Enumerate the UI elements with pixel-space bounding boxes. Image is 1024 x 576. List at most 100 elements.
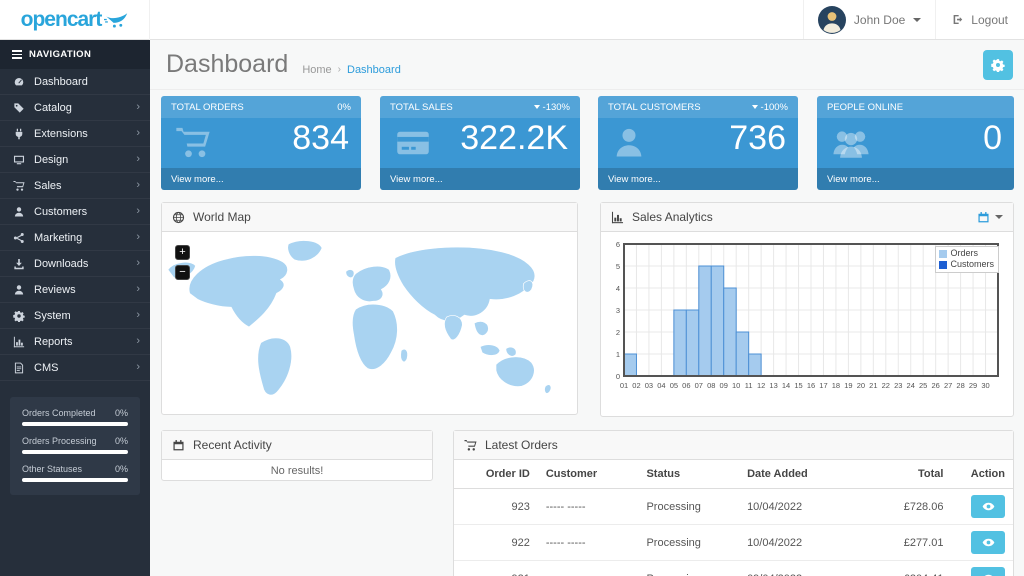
progress-bar: [22, 422, 128, 426]
chevron-right-icon: ›: [136, 310, 140, 321]
progress-bar: [22, 450, 128, 454]
user-menu[interactable]: John Doe: [803, 0, 935, 39]
map-zoom-out-button[interactable]: −: [175, 265, 190, 280]
svg-text:27: 27: [944, 381, 952, 390]
cart-icon: [173, 125, 213, 166]
date-range-dropdown[interactable]: [977, 211, 1003, 224]
chevron-right-icon: ›: [136, 362, 140, 373]
world-map[interactable]: [162, 232, 577, 415]
chevron-right-icon: ›: [136, 154, 140, 165]
svg-text:24: 24: [907, 381, 915, 390]
logout-button[interactable]: Logout: [935, 0, 1024, 39]
tile-value: 736: [729, 119, 786, 158]
view-order-button[interactable]: [971, 531, 1005, 554]
sidebar-item-catalog[interactable]: Catalog ›: [0, 95, 150, 121]
tile-total-orders: TOTAL ORDERS 0% 834 View more...: [161, 96, 361, 190]
chevron-right-icon: ›: [136, 284, 140, 295]
sales-analytics-heading: Sales Analytics: [601, 203, 1013, 232]
main-content: Dashboard Home › Dashboard TOTAL ORDERS …: [150, 40, 1024, 576]
svg-text:28: 28: [956, 381, 964, 390]
sidebar-item-reviews[interactable]: Reviews ›: [0, 277, 150, 303]
stat-label: Other Statuses: [22, 464, 82, 474]
sidebar-item-cms[interactable]: CMS ›: [0, 355, 150, 381]
sidebar-item-label: Marketing: [34, 232, 82, 244]
svg-text:23: 23: [894, 381, 902, 390]
svg-text:01: 01: [620, 381, 628, 390]
user-icon: [610, 125, 648, 166]
svg-text:6: 6: [616, 240, 620, 249]
view-more-link[interactable]: View more...: [161, 168, 361, 190]
settings-button[interactable]: [983, 50, 1013, 80]
order-status: Processing: [638, 561, 739, 576]
stat-value: 0%: [115, 408, 128, 418]
order-id: 923: [454, 489, 538, 525]
header-right: John Doe Logout: [803, 0, 1024, 39]
svg-text:03: 03: [645, 381, 653, 390]
panel-title: World Map: [193, 210, 251, 224]
svg-text:14: 14: [782, 381, 790, 390]
stat-label: Orders Completed: [22, 408, 96, 418]
calendar-icon: [977, 211, 990, 224]
view-more-link[interactable]: View more...: [598, 168, 798, 190]
order-id: 922: [454, 525, 538, 561]
bar-chart-icon: [611, 211, 624, 224]
breadcrumb-home[interactable]: Home: [302, 64, 331, 76]
eye-icon: [982, 572, 995, 576]
sidebar-item-label: Reports: [34, 336, 73, 348]
sidebar-item-reports[interactable]: Reports ›: [0, 329, 150, 355]
customers-legend-swatch: [939, 261, 947, 269]
sidebar-item-extensions[interactable]: Extensions ›: [0, 121, 150, 147]
order-id: 921: [454, 561, 538, 576]
globe-icon: [172, 211, 185, 224]
svg-text:09: 09: [720, 381, 728, 390]
svg-text:29: 29: [969, 381, 977, 390]
sidebar-item-dashboard[interactable]: Dashboard: [0, 69, 150, 95]
svg-text:02: 02: [632, 381, 640, 390]
bar-chart-icon: [13, 336, 34, 348]
svg-text:4: 4: [616, 284, 620, 293]
stat-other-statuses: Other Statuses 0%: [22, 464, 128, 482]
svg-text:16: 16: [807, 381, 815, 390]
latest-orders-table: Order ID Customer Status Date Added Tota…: [454, 460, 1013, 576]
view-more-link[interactable]: View more...: [817, 168, 1014, 190]
download-icon: [13, 258, 34, 270]
gear-icon: [13, 310, 34, 322]
svg-text:26: 26: [931, 381, 939, 390]
order-total: £204.41: [873, 561, 951, 576]
svg-text:2: 2: [616, 328, 620, 337]
svg-text:19: 19: [844, 381, 852, 390]
order-stats-panel: Orders Completed 0% Orders Processing 0%…: [10, 397, 140, 495]
svg-text:5: 5: [616, 262, 620, 271]
svg-text:30: 30: [981, 381, 989, 390]
svg-text:18: 18: [832, 381, 840, 390]
breadcrumb-dashboard[interactable]: Dashboard: [347, 64, 401, 76]
chart-legend: Orders Customers: [935, 246, 999, 273]
cart-icon: [464, 439, 477, 452]
tile-total-sales: TOTAL SALES -130% 322.2K View more...: [380, 96, 580, 190]
svg-text:25: 25: [919, 381, 927, 390]
breadcrumb-separator: ›: [338, 64, 341, 75]
sidebar-item-design[interactable]: Design ›: [0, 147, 150, 173]
tile-title: TOTAL CUSTOMERS: [608, 102, 701, 113]
chevron-right-icon: ›: [136, 336, 140, 347]
order-date-added: 09/04/2022: [739, 561, 873, 576]
caret-down-icon: [752, 105, 758, 109]
sidebar-item-sales[interactable]: Sales ›: [0, 173, 150, 199]
svg-text:13: 13: [769, 381, 777, 390]
column-order-id: Order ID: [454, 460, 538, 489]
tile-value: 322.2K: [460, 119, 568, 158]
view-order-button[interactable]: [971, 567, 1005, 576]
sidebar-item-marketing[interactable]: Marketing ›: [0, 225, 150, 251]
sidebar-item-downloads[interactable]: Downloads ›: [0, 251, 150, 277]
column-date-added: Date Added: [739, 460, 873, 489]
column-status: Status: [638, 460, 739, 489]
order-status: Processing: [638, 525, 739, 561]
opencart-logo[interactable]: opencart: [0, 0, 150, 40]
tile-value: 0: [983, 119, 1002, 158]
sidebar-item-customers[interactable]: Customers ›: [0, 199, 150, 225]
map-zoom-in-button[interactable]: +: [175, 245, 190, 260]
view-order-button[interactable]: [971, 495, 1005, 518]
sidebar-item-system[interactable]: System ›: [0, 303, 150, 329]
stat-orders-completed: Orders Completed 0%: [22, 408, 128, 426]
view-more-link[interactable]: View more...: [380, 168, 580, 190]
